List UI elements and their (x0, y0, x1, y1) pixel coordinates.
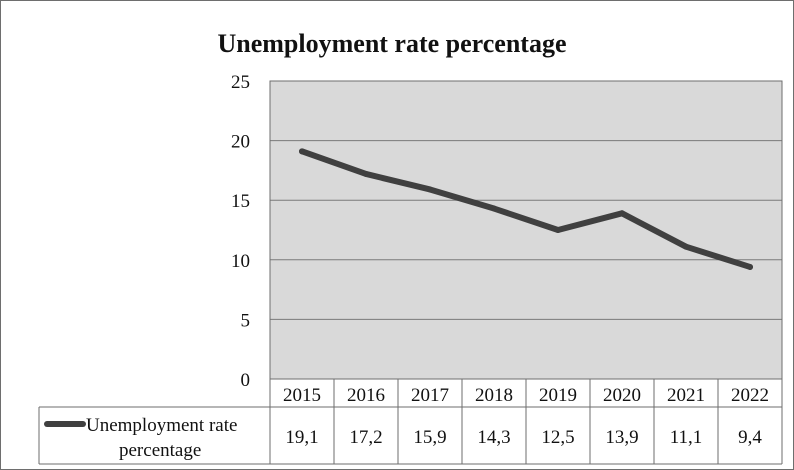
data-table-value: 9,4 (738, 427, 762, 448)
data-point (555, 227, 561, 233)
x-category-label: 2022 (731, 385, 769, 406)
y-tick-label: 25 (231, 72, 250, 93)
legend-label-line1: Unemployment rate (86, 415, 237, 436)
data-table-value: 15,9 (413, 427, 446, 448)
data-point (619, 210, 625, 217)
data-table-value: 19,1 (285, 427, 318, 448)
data-table-value: 12,5 (541, 427, 574, 448)
y-tick-label: 5 (241, 310, 251, 331)
data-point (747, 263, 753, 270)
data-point (491, 205, 497, 212)
data-table-value: 13,9 (605, 427, 638, 448)
y-tick-label: 15 (231, 191, 250, 212)
data-point (427, 186, 433, 193)
x-category-label: 2018 (475, 385, 513, 406)
y-tick-label: 0 (241, 370, 251, 391)
y-tick-label: 10 (231, 251, 250, 272)
data-point (683, 243, 689, 250)
x-category-label: 2017 (411, 385, 449, 406)
data-point (363, 170, 369, 177)
x-category-label: 2016 (347, 385, 385, 406)
plot-area (270, 81, 782, 379)
x-category-label: 2020 (603, 385, 641, 406)
data-table-value: 17,2 (349, 427, 382, 448)
legend-label-line2: percentage (119, 440, 201, 461)
x-category-label: 2019 (539, 385, 577, 406)
series-line (299, 148, 753, 270)
chart-title: Unemployment rate percentage (217, 29, 567, 58)
x-category-label: 2015 (283, 385, 321, 406)
x-category-label: 2021 (667, 385, 705, 406)
data-table-value: 14,3 (477, 427, 510, 448)
data-table-value: 11,1 (670, 427, 703, 448)
data-point (299, 148, 305, 155)
y-tick-label: 20 (231, 132, 250, 153)
